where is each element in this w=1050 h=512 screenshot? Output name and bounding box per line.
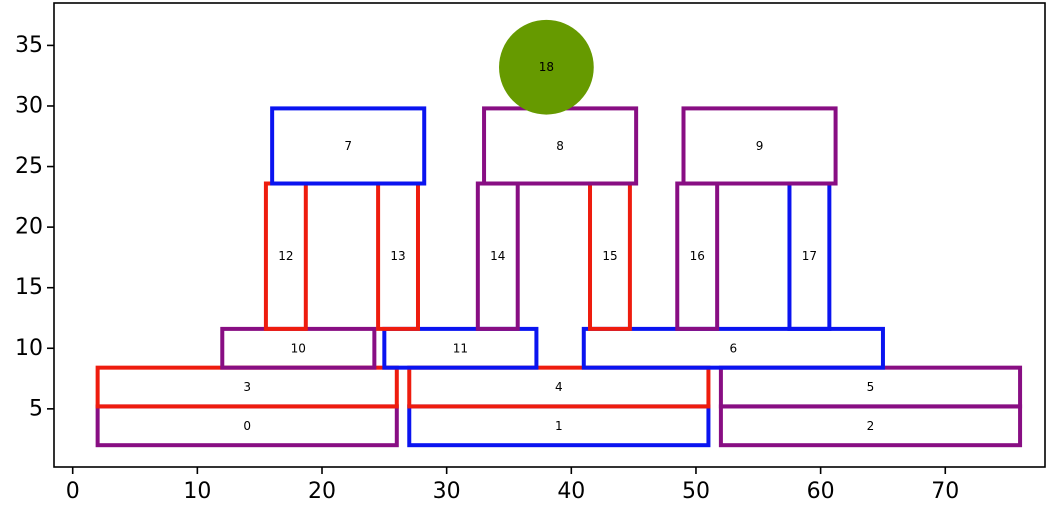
x-tick-label: 20 bbox=[308, 479, 336, 504]
y-tick-label: 25 bbox=[15, 154, 43, 179]
x-tick-label: 40 bbox=[557, 479, 585, 504]
box-label-7: 7 bbox=[344, 139, 352, 153]
box-label-16: 16 bbox=[690, 249, 705, 263]
box-label-15: 15 bbox=[602, 249, 617, 263]
y-tick-label: 15 bbox=[15, 275, 43, 300]
y-tick-label: 10 bbox=[15, 336, 43, 361]
box-9 bbox=[681, 106, 838, 186]
y-axis: 5 10 15 20 25 30 35 bbox=[15, 33, 54, 421]
x-tick-label: 0 bbox=[66, 479, 80, 504]
box-4 bbox=[407, 365, 711, 409]
box-label-14: 14 bbox=[490, 249, 505, 263]
box-label-8: 8 bbox=[556, 139, 564, 153]
box-label-3: 3 bbox=[243, 380, 251, 394]
x-tick-label: 30 bbox=[433, 479, 461, 504]
chart-marks: 0 1 23 4 510 11 612 13 14 15 16 177 8 918 bbox=[95, 19, 1023, 448]
plot-frame bbox=[53, 2, 1046, 468]
box-label-0: 0 bbox=[243, 419, 251, 433]
box-label-10: 10 bbox=[291, 341, 306, 355]
y-tick-label: 30 bbox=[15, 93, 43, 118]
box-label-13: 13 bbox=[390, 249, 405, 263]
y-tick-label: 20 bbox=[15, 215, 43, 240]
x-tick-label: 60 bbox=[807, 479, 835, 504]
box-label-17: 17 bbox=[802, 249, 817, 263]
box-label-12: 12 bbox=[278, 249, 293, 263]
y-tick-label: 5 bbox=[29, 396, 43, 421]
x-tick-label: 50 bbox=[682, 479, 710, 504]
box-label-2: 2 bbox=[867, 419, 875, 433]
box-label-1: 1 bbox=[555, 419, 563, 433]
box-7 bbox=[270, 106, 427, 186]
box-label-4: 4 bbox=[555, 380, 563, 394]
box-11 bbox=[382, 326, 539, 370]
circle-label-18: 18 bbox=[539, 60, 554, 74]
box-label-6: 6 bbox=[730, 341, 738, 355]
x-axis: 0 10 20 30 40 50 60 70 bbox=[66, 467, 959, 504]
x-tick-label: 70 bbox=[931, 479, 959, 504]
x-tick-label: 10 bbox=[183, 479, 211, 504]
box-label-9: 9 bbox=[756, 139, 764, 153]
box-6 bbox=[581, 326, 885, 370]
box-label-11: 11 bbox=[453, 341, 468, 355]
y-tick-label: 35 bbox=[15, 33, 43, 58]
box-label-5: 5 bbox=[867, 380, 875, 394]
circle-18 bbox=[499, 19, 594, 115]
